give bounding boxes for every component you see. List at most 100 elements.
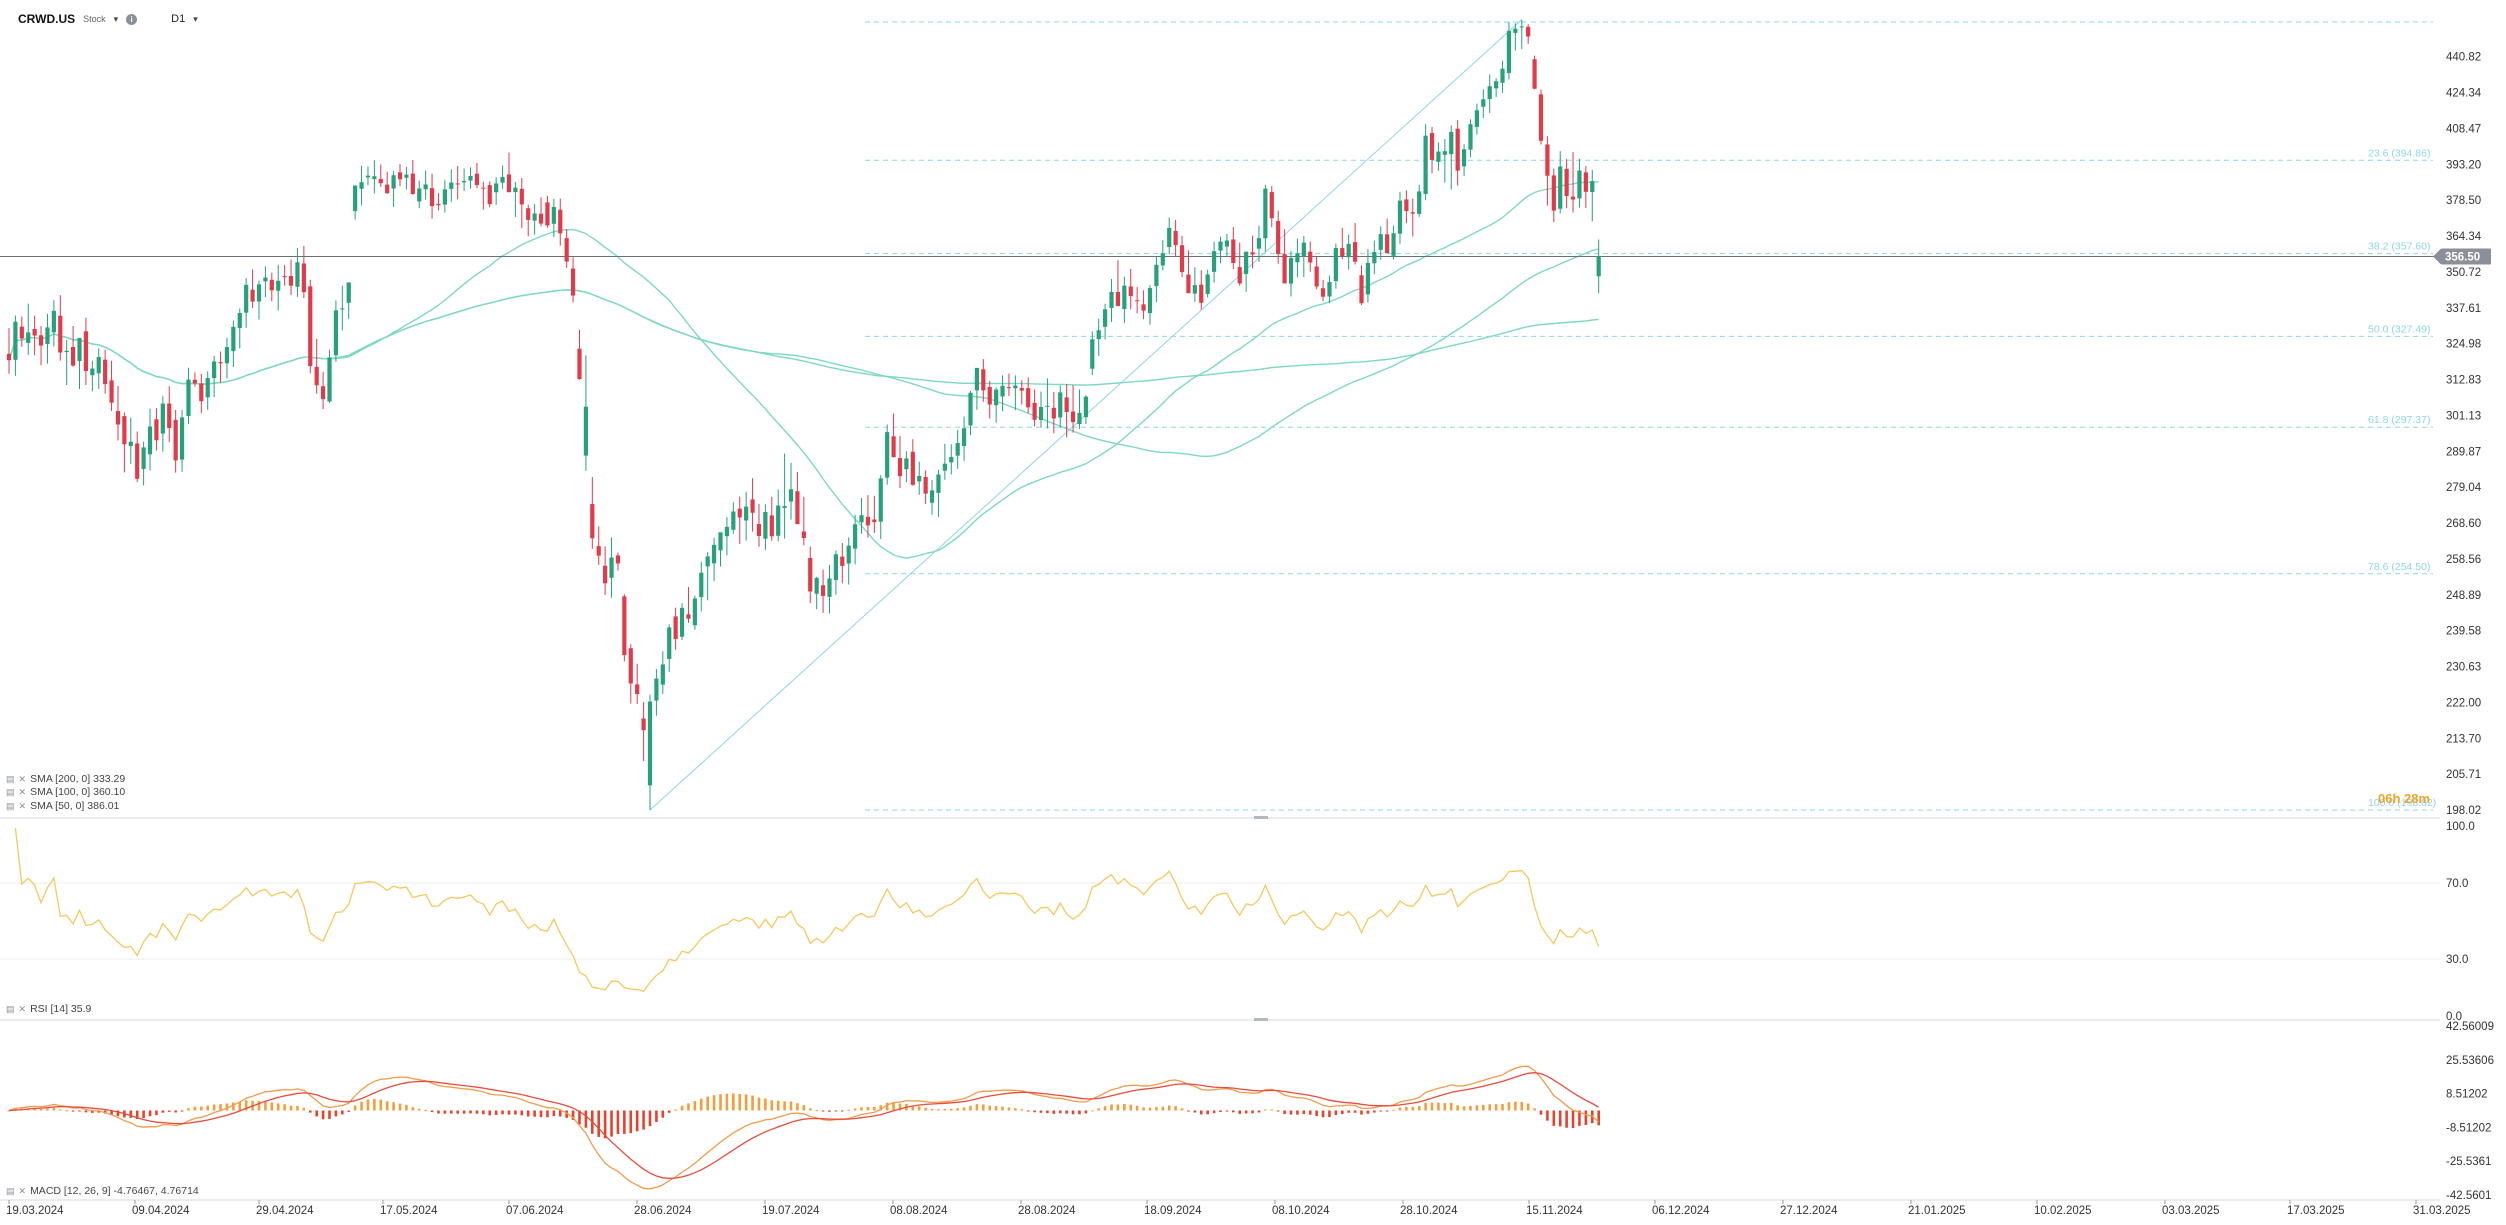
candle[interactable]: [192, 372, 197, 387]
candle[interactable]: [1301, 236, 1306, 278]
candle[interactable]: [333, 300, 339, 362]
candle[interactable]: [1545, 136, 1550, 206]
candle[interactable]: [1154, 256, 1159, 303]
candle[interactable]: [1417, 184, 1422, 217]
candle[interactable]: [365, 166, 371, 186]
candle[interactable]: [442, 179, 447, 213]
candle[interactable]: [872, 495, 877, 533]
candle[interactable]: [212, 355, 217, 398]
candle[interactable]: [1038, 391, 1044, 428]
candle[interactable]: [205, 371, 210, 410]
candle[interactable]: [263, 266, 268, 298]
legend-sma200[interactable]: ▤ ✕ SMA [200, 0] 333.29: [6, 773, 125, 785]
candle[interactable]: [455, 165, 460, 200]
candle[interactable]: [609, 537, 614, 598]
candle[interactable]: [949, 444, 954, 475]
candle[interactable]: [1058, 385, 1063, 429]
candle[interactable]: [1538, 89, 1544, 145]
candle[interactable]: [1135, 286, 1140, 314]
candle[interactable]: [513, 181, 518, 217]
candle[interactable]: [282, 264, 287, 286]
candle[interactable]: [1494, 78, 1499, 98]
candle[interactable]: [1128, 268, 1133, 310]
candle[interactable]: [244, 278, 249, 328]
candle[interactable]: [1167, 217, 1172, 255]
candle[interactable]: [1192, 267, 1197, 302]
candle[interactable]: [724, 517, 730, 556]
candle[interactable]: [506, 152, 512, 193]
candle[interactable]: [660, 651, 665, 694]
candle[interactable]: [340, 285, 345, 331]
candle[interactable]: [545, 195, 550, 228]
candle[interactable]: [410, 159, 415, 195]
candle[interactable]: [737, 496, 742, 545]
candle[interactable]: [590, 476, 595, 549]
candle[interactable]: [109, 360, 114, 411]
candle[interactable]: [558, 198, 563, 246]
candle[interactable]: [705, 552, 710, 601]
candle[interactable]: [865, 495, 871, 538]
candle[interactable]: [846, 537, 851, 585]
candle[interactable]: [173, 409, 178, 473]
candle[interactable]: [1468, 119, 1473, 158]
candle[interactable]: [769, 496, 774, 541]
candle[interactable]: [750, 478, 755, 532]
candle[interactable]: [1199, 270, 1204, 310]
candle[interactable]: [1513, 23, 1518, 51]
candle[interactable]: [615, 552, 621, 571]
candle[interactable]: [487, 181, 492, 208]
candle[interactable]: [551, 198, 556, 238]
candle[interactable]: [942, 443, 947, 480]
candle[interactable]: [1186, 250, 1191, 294]
candle[interactable]: [26, 303, 31, 355]
candle[interactable]: [103, 349, 108, 394]
candle[interactable]: [256, 280, 262, 320]
close-icon[interactable]: ✕: [18, 786, 27, 797]
candle[interactable]: [840, 543, 845, 584]
candle[interactable]: [1436, 142, 1441, 171]
candle[interactable]: [596, 526, 601, 565]
candle[interactable]: [583, 355, 588, 471]
candle[interactable]: [1096, 318, 1101, 357]
candle[interactable]: [1410, 198, 1415, 237]
candle[interactable]: [647, 694, 653, 810]
candle[interactable]: [295, 248, 300, 297]
candle[interactable]: [538, 197, 544, 227]
candle[interactable]: [718, 532, 723, 567]
candle[interactable]: [276, 264, 281, 311]
candle[interactable]: [64, 340, 69, 386]
candle[interactable]: [19, 316, 24, 347]
candle[interactable]: [314, 338, 319, 394]
candle[interactable]: [853, 514, 858, 565]
candle[interactable]: [90, 360, 95, 392]
candle[interactable]: [1564, 159, 1569, 209]
candle[interactable]: [987, 381, 992, 419]
candle[interactable]: [468, 167, 473, 189]
chevron-down-icon[interactable]: ▾: [113, 13, 119, 24]
chevron-down-icon[interactable]: ▾: [193, 13, 198, 24]
close-icon[interactable]: ✕: [18, 800, 27, 811]
timeframe-label[interactable]: D1: [171, 13, 186, 25]
info-icon[interactable]: i: [126, 13, 138, 25]
candle[interactable]: [1551, 168, 1556, 223]
candle[interactable]: [1308, 241, 1313, 272]
candle[interactable]: [288, 259, 294, 296]
symbol-label[interactable]: CRWD.US: [18, 12, 76, 26]
candle[interactable]: [1032, 389, 1037, 427]
candle[interactable]: [1526, 24, 1531, 44]
candle[interactable]: [961, 416, 967, 461]
candle[interactable]: [526, 204, 531, 237]
candle[interactable]: [628, 644, 633, 704]
candle[interactable]: [1455, 120, 1460, 186]
candle[interactable]: [359, 165, 364, 206]
candle[interactable]: [859, 498, 864, 534]
candle[interactable]: [686, 586, 691, 623]
candle[interactable]: [1359, 265, 1364, 305]
candle[interactable]: [929, 480, 935, 515]
candle[interactable]: [1045, 378, 1050, 429]
candle[interactable]: [1147, 285, 1153, 325]
candle[interactable]: [1064, 384, 1069, 438]
candle[interactable]: [635, 663, 640, 704]
candle[interactable]: [96, 348, 101, 389]
candle[interactable]: [58, 295, 63, 361]
